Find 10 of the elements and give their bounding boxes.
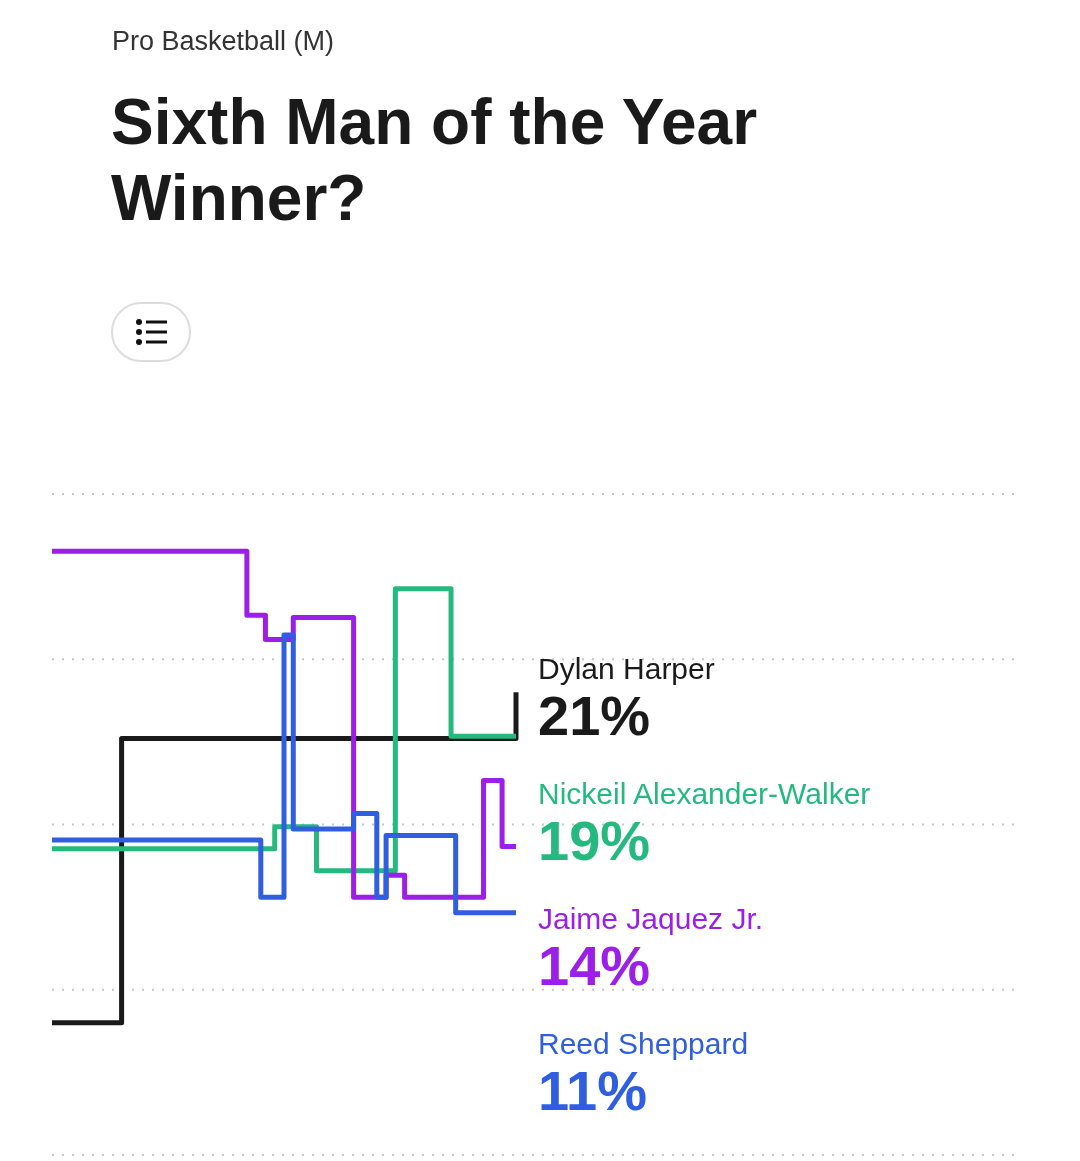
data-label: 14% [538, 934, 651, 998]
data-label: 19% [538, 809, 652, 873]
series-label: Nickeil Alexander-Walker [538, 777, 871, 812]
series-label: Jaime Jaquez Jr. [538, 902, 764, 937]
text: Reed Sheppard [538, 1027, 749, 1062]
chart-subtitle: Pro Basketball (M) [112, 26, 335, 57]
data-label: 21% [538, 684, 651, 748]
data-label: 11% [538, 1059, 647, 1123]
series-label: Dylan Harper [538, 652, 715, 687]
chart-title: Sixth Man of the Year Winner? [111, 85, 759, 236]
